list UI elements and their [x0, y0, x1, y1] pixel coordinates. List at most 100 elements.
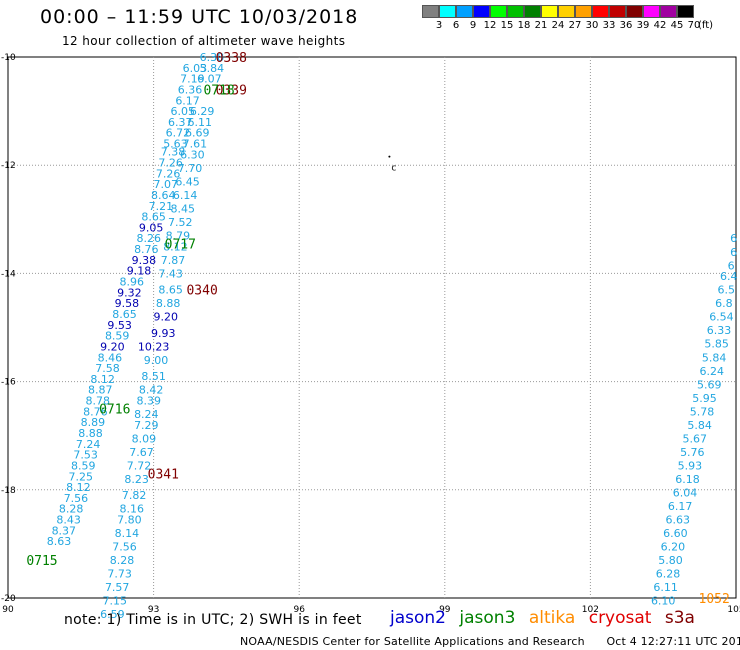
track-1-value: 8.65	[158, 284, 183, 297]
track-2-value: 7.24	[76, 438, 101, 451]
track-3-value: 6.8	[715, 297, 733, 310]
legend-swatch-15	[490, 5, 507, 18]
legend-label-70: 70	[687, 20, 701, 31]
legend-swatches	[422, 5, 694, 18]
track-1-value: 6.07	[197, 73, 222, 86]
track-2-value: 5.63	[163, 138, 188, 151]
track-2-value: 8.43	[56, 514, 81, 527]
legend-swatch-30	[575, 5, 592, 18]
track-1-value: 8.39	[136, 395, 161, 408]
credit-source: NOAA/NESDIS Center for Satellite Applica…	[240, 635, 585, 648]
track-1-value: 8.79	[166, 230, 191, 243]
legend-label-3: 3	[435, 20, 443, 31]
track-2-value: 8.65	[141, 211, 166, 224]
track-3-value: 5.85	[704, 338, 729, 351]
track-3-value: 6	[730, 232, 737, 245]
track-1-value: 6.29	[190, 105, 215, 118]
lat-tick-16: -16	[1, 378, 16, 388]
track-1-value: 8.42	[139, 384, 164, 397]
track-2-value: 9.38	[132, 254, 157, 267]
track-1-value: 9.20	[153, 311, 178, 324]
track-1-value: 8.24	[134, 408, 159, 421]
track-1-time-0338: 0338	[216, 51, 247, 66]
legend-label-39: 39	[636, 20, 650, 31]
track-3-value: 6.10	[651, 595, 676, 608]
track-2-value: 6.37	[168, 116, 193, 129]
track-2-value: 8.64	[151, 189, 176, 202]
track-2-value: 8.28	[59, 503, 84, 516]
track-3-value: 6	[730, 246, 737, 259]
track-2-value: 8.59	[71, 459, 96, 472]
track-3-value: 6.63	[666, 514, 691, 527]
sat-s3a: s3a	[664, 608, 695, 628]
legend-swatch-45	[660, 5, 677, 18]
lon-tick-102: 102	[582, 605, 599, 615]
track-1-value: 10.23	[138, 340, 170, 353]
track-1-value: 8.16	[120, 503, 145, 516]
lat-tick-10: -10	[1, 53, 16, 63]
track-2-value: 8.12	[66, 481, 91, 494]
track-1-value: 7.73	[107, 568, 132, 581]
track-1-value: 7.87	[161, 254, 186, 267]
track-2-value: 7.21	[149, 200, 174, 213]
track-1-value: 8.88	[156, 297, 181, 310]
island-dot	[388, 155, 391, 158]
track-2-value: 8.37	[52, 524, 77, 537]
sat-jason2: jason2	[390, 608, 446, 628]
track-2-time-0715: 0715	[26, 554, 57, 569]
legend-label-27: 27	[568, 20, 582, 31]
track-2-value: 7.53	[73, 449, 98, 462]
track-2-value: 8.59	[105, 330, 130, 343]
track-2-value: 8.87	[88, 384, 113, 397]
track-3-value: 6.60	[663, 527, 688, 540]
track-2-value: 8.78	[86, 395, 111, 408]
track-3-value: 6.17	[668, 500, 693, 513]
track-2-value: 6.72	[166, 127, 191, 140]
track-1-value: 7.80	[117, 514, 142, 527]
legend-label-9: 9	[469, 20, 477, 31]
chart-subtitle: 12 hour collection of altimeter wave hei…	[62, 34, 346, 48]
track-3-value: 5.93	[678, 459, 703, 472]
legend-label-33: 33	[602, 20, 616, 31]
track-3-value: 5.84	[687, 419, 712, 432]
legend-swatch-9	[456, 5, 473, 18]
legend-swatch-6	[439, 5, 456, 18]
track-3-value: 6.20	[661, 541, 686, 554]
track-1-value: 8.09	[132, 432, 157, 445]
legend-label-15: 15	[500, 20, 514, 31]
island-label: c	[391, 164, 396, 174]
track-1-value: 7.56	[112, 541, 137, 554]
track-3-value: 6.33	[707, 324, 732, 337]
legend-label-45: 45	[670, 20, 684, 31]
legend-label-30: 30	[585, 20, 599, 31]
track-2-value: 7.26	[158, 156, 183, 169]
legend-swatch-42	[643, 5, 660, 18]
track-2-value: 7.25	[69, 470, 94, 483]
track-1-value: 6.38	[200, 51, 225, 64]
track-1-value: 8.12	[163, 240, 188, 253]
legend-swatch-18	[507, 5, 524, 18]
legend-swatch-27	[558, 5, 575, 18]
track-2-value: 8.65	[112, 308, 137, 321]
track-3-value: 6.5	[718, 284, 736, 297]
sat-jason3: jason3	[459, 608, 516, 628]
track-3-value: 5.80	[658, 554, 683, 567]
legend-swatch-36	[609, 5, 626, 18]
track-2-value: 7.07	[153, 178, 178, 191]
legend-label-24: 24	[551, 20, 565, 31]
track-2-value: 8.89	[81, 416, 106, 429]
track-2-value: 6.05	[170, 105, 195, 118]
track-1-value: 6.14	[173, 189, 198, 202]
map-frame	[7, 56, 737, 599]
track-1-time-0340: 0340	[186, 284, 217, 299]
track-3-value: 5.69	[697, 378, 722, 391]
track-1-value: 9.00	[144, 354, 169, 367]
track-3-value: 6.24	[699, 365, 724, 378]
track-2-time-0716: 0716	[99, 403, 130, 418]
track-2-value: 9.53	[107, 319, 132, 332]
track-2-time-0718: 0718	[203, 83, 234, 98]
track-2-value: 7.38	[161, 146, 186, 159]
track-3-value: 6.28	[656, 568, 681, 581]
track-2-value: 9.18	[127, 265, 152, 278]
